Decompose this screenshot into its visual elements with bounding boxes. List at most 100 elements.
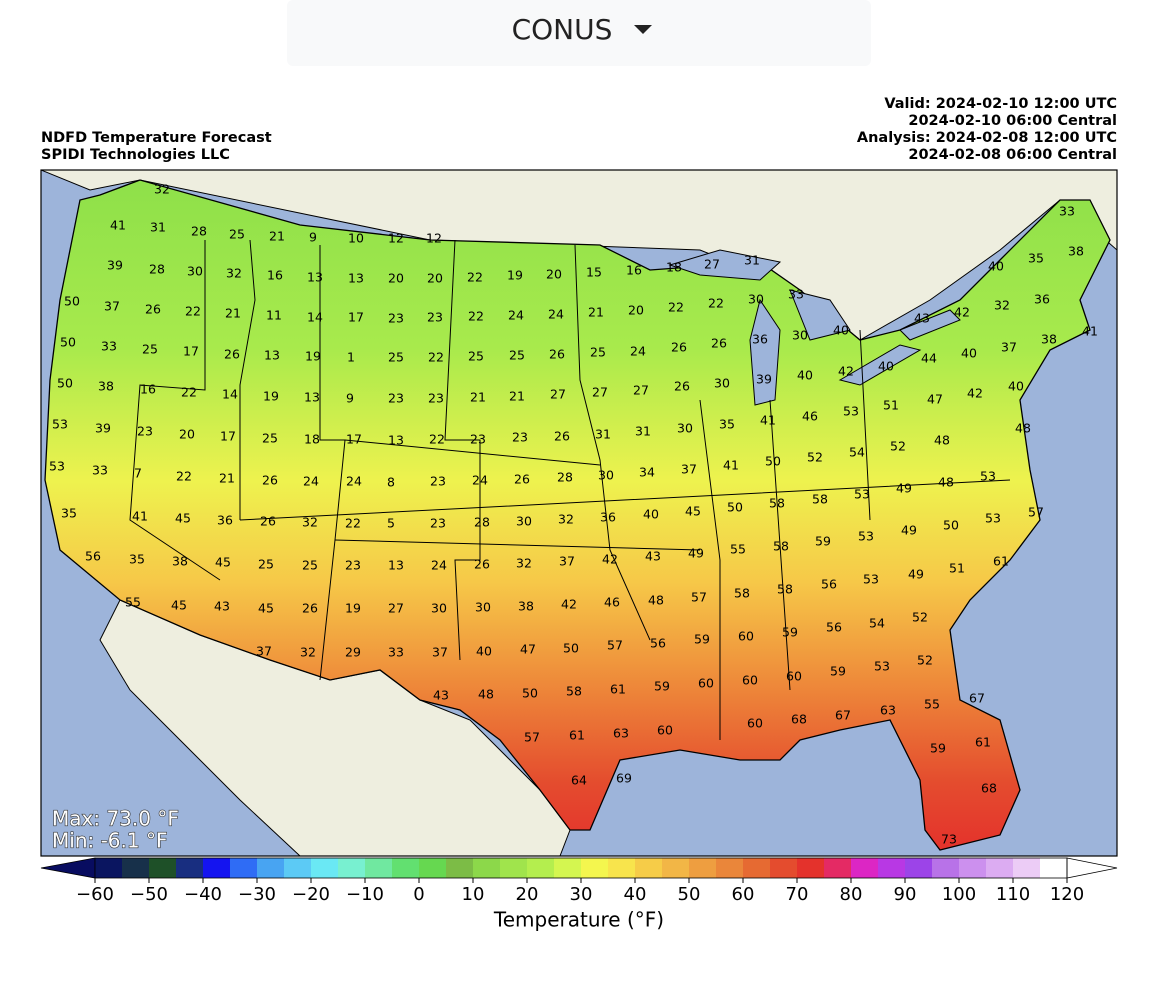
station-temperature: 32 [154, 182, 170, 197]
station-temperature: 41 [110, 218, 126, 233]
colorbar-segment [500, 858, 528, 878]
station-temperature: 23 [428, 391, 444, 406]
station-temperature: 17 [346, 432, 362, 447]
colorbar-segment [473, 858, 501, 878]
station-temperature: 55 [730, 542, 746, 557]
station-temperature: 53 [985, 511, 1001, 526]
valid-utc: Valid: 2024-02-10 12:00 UTC [884, 96, 1117, 112]
station-temperature: 5 [387, 516, 395, 531]
station-temperature: 40 [476, 644, 492, 659]
min-label: Min: -6.1 °F [52, 829, 167, 853]
station-temperature: 23 [430, 516, 446, 531]
station-temperature: 20 [628, 303, 644, 318]
colorbar-segment [770, 858, 798, 878]
station-temperature: 30 [714, 376, 730, 391]
station-temperature: 23 [427, 310, 443, 325]
colorbar-segment [230, 858, 258, 878]
station-temperature: 26 [224, 347, 240, 362]
colorbar-label: Temperature (°F) [493, 908, 664, 932]
station-temperature: 32 [994, 298, 1010, 313]
region-button-label[interactable]: CONUS [512, 13, 613, 46]
station-temperature: 53 [49, 459, 65, 474]
station-temperature: 17 [348, 310, 364, 325]
station-temperature: 26 [145, 302, 161, 317]
station-temperature: 50 [563, 641, 579, 656]
station-temperature: 32 [300, 645, 316, 660]
colorbar-segment [203, 858, 231, 878]
station-temperature: 49 [896, 481, 912, 496]
station-temperature: 25 [509, 348, 525, 363]
station-temperature: 16 [140, 382, 156, 397]
station-temperature: 51 [883, 398, 899, 413]
station-temperature: 58 [734, 586, 750, 601]
station-temperature: 53 [858, 529, 874, 544]
station-temperature: 9 [346, 391, 354, 406]
station-temperature: 33 [1059, 204, 1075, 219]
colorbar-segment [176, 858, 204, 878]
station-temperature: 26 [474, 557, 490, 572]
station-temperature: 18 [304, 432, 320, 447]
station-temperature: 17 [183, 344, 199, 359]
station-temperature: 68 [791, 712, 807, 727]
station-temperature: 36 [752, 332, 768, 347]
station-temperature: 33 [92, 463, 108, 478]
station-temperature: 61 [569, 728, 585, 743]
colorbar-segment [851, 858, 879, 878]
station-temperature: 29 [345, 645, 361, 660]
station-temperature: 67 [835, 708, 851, 723]
station-temperature: 19 [507, 268, 523, 283]
station-temperature: 13 [388, 558, 404, 573]
station-temperature: 37 [681, 462, 697, 477]
station-temperature: 14 [222, 387, 238, 402]
station-temperature: 23 [345, 558, 361, 573]
great-lakes [668, 249, 961, 406]
station-temperature: 30 [748, 292, 764, 307]
station-temperature: 22 [428, 350, 444, 365]
station-temperature: 42 [967, 386, 983, 401]
colorbar-segment [824, 858, 852, 878]
station-temperature: 53 [980, 469, 996, 484]
station-temperature: 19 [305, 349, 321, 364]
station-temperature: 31 [150, 220, 166, 235]
station-temperature: 58 [769, 496, 785, 511]
station-temperature: 21 [269, 229, 285, 244]
station-temperature: 25 [142, 342, 158, 357]
station-temperature: 60 [657, 723, 673, 738]
station-temperature: 50 [727, 500, 743, 515]
station-temperature: 21 [588, 305, 604, 320]
station-temperature: 68 [981, 781, 997, 796]
station-temperature: 40 [797, 368, 813, 383]
station-temperature: 25 [258, 557, 274, 572]
station-temperature: 50 [522, 686, 538, 701]
station-temperature: 35 [719, 417, 735, 432]
station-temperature: 60 [738, 629, 754, 644]
dropdown-caret[interactable] [634, 25, 652, 34]
station-temperature: 25 [262, 431, 278, 446]
station-temperature: 17 [220, 429, 236, 444]
colorbar-tick-label: 0 [413, 884, 424, 905]
station-temperature: 20 [179, 427, 195, 442]
station-temperature: 26 [262, 473, 278, 488]
max-label: Max: 73.0 °F [52, 807, 179, 831]
colorbar-segment [743, 858, 771, 878]
analysis-local: 2024-02-08 06:00 Central [908, 147, 1117, 163]
station-temperature: 53 [863, 572, 879, 587]
colorbar-segment [1040, 858, 1068, 878]
station-temperature: 23 [470, 432, 486, 447]
valid-local: 2024-02-10 06:00 Central [908, 113, 1117, 129]
station-temperature: 32 [302, 515, 318, 530]
station-temperature: 16 [267, 268, 283, 283]
region-button[interactable] [287, 0, 871, 66]
colorbar-segment [284, 858, 312, 878]
station-temperature: 30 [475, 600, 491, 615]
station-temperature: 43 [214, 599, 230, 614]
station-temperature: 37 [559, 554, 575, 569]
station-temperature: 48 [938, 475, 954, 490]
station-temperature: 56 [650, 636, 666, 651]
station-temperature: 42 [954, 305, 970, 320]
station-temperature: 53 [874, 659, 890, 674]
station-temperature: 58 [773, 539, 789, 554]
colorbar-tick-label: −10 [346, 884, 384, 905]
station-temperature: 27 [633, 383, 649, 398]
